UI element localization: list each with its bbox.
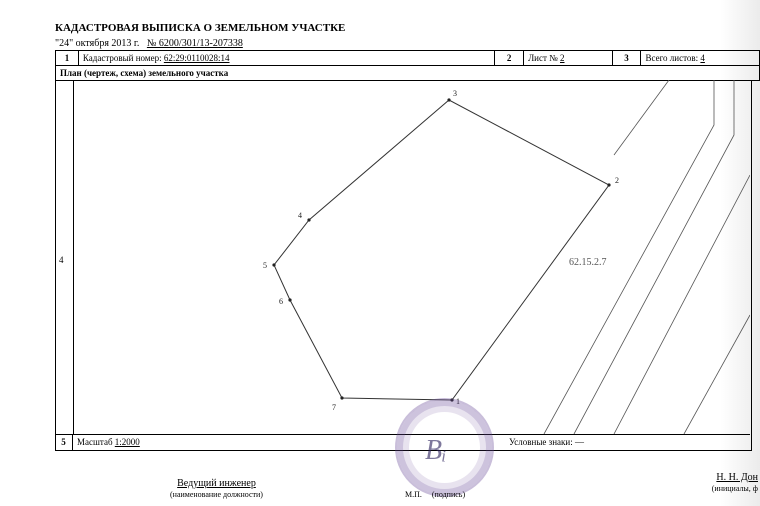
signature-icon: Вᵢ: [425, 435, 447, 467]
svg-text:2: 2: [615, 176, 619, 185]
total-label: Всего листов:: [645, 53, 698, 63]
header-table: 1 Кадастровый номер: 62:29:0110028:14 2 …: [55, 50, 760, 81]
role-sub: (наименование должности): [170, 490, 263, 499]
row-5-num: 5: [55, 435, 73, 451]
footer-mid: М.П. (подпись): [405, 490, 465, 499]
cadnum-label: Кадастровый номер:: [83, 53, 162, 63]
plan-title: План (чертеж, схема) земельного участка: [56, 66, 760, 81]
svg-text:6: 6: [279, 297, 283, 306]
cell-1-num: 1: [56, 51, 79, 66]
left-column: [55, 80, 74, 435]
cell-cadnum: Кадастровый номер: 62:29:0110028:14: [78, 51, 494, 66]
signer-sub: (инициалы, ф: [712, 484, 758, 493]
document-title: КАДАСТРОВАЯ ВЫПИСКА О ЗЕМЕЛЬНОМ УЧАСТКЕ: [55, 22, 345, 34]
cadnum-value: 62:29:0110028:14: [164, 53, 230, 63]
cell-total-sheets: Всего листов: 4: [641, 51, 760, 66]
document-subheader: "24" октября 2013 г. № 6200/301/13-20733…: [55, 38, 243, 49]
sig-label: (подпись): [432, 490, 465, 499]
scale-cell: Масштаб 1:2000: [73, 435, 403, 451]
scale-value: 1:2000: [115, 437, 140, 447]
footer-left: Ведущий инженер (наименование должности): [170, 478, 263, 500]
cell-2-num: 2: [495, 51, 524, 66]
sheet-value: 2: [560, 53, 565, 63]
svg-text:4: 4: [298, 211, 302, 220]
header-row-2: План (чертеж, схема) земельного участка: [56, 66, 760, 81]
role-name: Ведущий инженер: [177, 478, 256, 489]
sheet-label: Лист №: [528, 53, 558, 63]
header-row-1: 1 Кадастровый номер: 62:29:0110028:14 2 …: [56, 51, 760, 66]
legend-label: Условные знаки:: [509, 437, 573, 447]
document-number: № 6200/301/13-207338: [147, 38, 243, 49]
total-value: 4: [700, 53, 705, 63]
cell-sheet: Лист № 2: [524, 51, 613, 66]
row-4-num: 4: [59, 255, 64, 265]
document-page: КАДАСТРОВАЯ ВЫПИСКА О ЗЕМЕЛЬНОМ УЧАСТКЕ …: [0, 0, 760, 506]
issue-date: "24" октября 2013 г.: [55, 38, 139, 49]
legend-cell: Условные знаки: —: [505, 435, 750, 451]
scale-label: Масштаб: [77, 437, 113, 447]
signer-name: Н. Н. Дон: [716, 472, 758, 483]
svg-text:5: 5: [263, 261, 267, 270]
svg-text:3: 3: [453, 89, 457, 98]
svg-text:62.15.2.7: 62.15.2.7: [569, 257, 607, 268]
plan-drawing: 123456762.15.2.7: [74, 80, 750, 434]
legend-value: —: [575, 437, 584, 447]
cell-3-num: 3: [612, 51, 641, 66]
footer-right: Н. Н. Дон (инициалы, ф: [712, 472, 758, 494]
svg-text:7: 7: [332, 403, 336, 412]
mp-label: М.П.: [405, 490, 422, 499]
